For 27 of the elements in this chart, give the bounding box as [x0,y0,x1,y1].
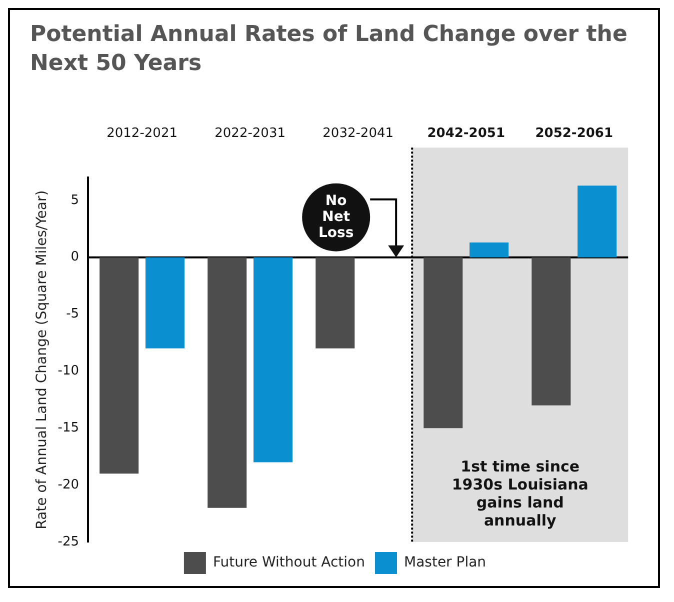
y-tick-label: -5 [66,306,80,322]
y-tick-label: -10 [58,364,80,379]
y-tick-label: 0 [70,250,80,265]
x-tick-label: 2022-2031 [214,126,286,142]
bar [254,257,293,462]
x-tick-label: 2052-2061 [535,126,614,142]
annotation: 1st time since 1930s Louisiana gains land annually [452,458,588,530]
bar [424,257,463,428]
bar [532,257,571,406]
bar [316,257,355,348]
bar [100,257,139,474]
x-tick-label: 2012-2021 [106,126,178,142]
y-axis-title: Rate of Annual Land Change (Square Miles/Year) [34,190,50,530]
y-tick-label: -20 [58,477,80,492]
annotation: No Net Loss [318,192,354,241]
x-tick-label: 2032-2041 [322,126,394,142]
y-tick-label: 5 [70,192,80,208]
legend-label: Future Without Action [212,554,365,571]
bar [208,257,247,508]
bar [578,186,617,258]
y-tick-label: -15 [58,420,80,436]
x-tick-label: 2042-2051 [427,126,505,142]
bar [145,257,185,348]
y-tick-label: -25 [58,534,80,550]
legend-label: Master Plan [404,554,486,571]
bar [470,242,509,258]
chart-title: Potential Annual Rates of Land Change over the Next 50 Years [30,21,628,78]
